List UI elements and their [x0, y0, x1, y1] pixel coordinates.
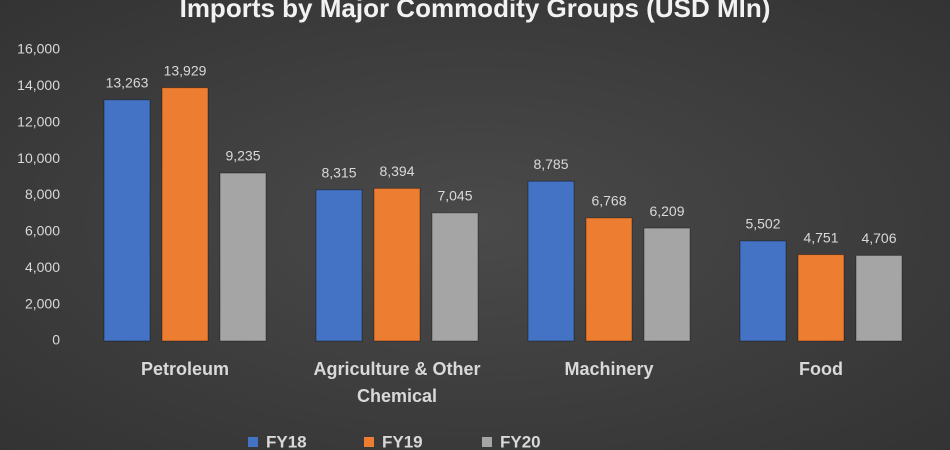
legend-swatch: [364, 437, 374, 447]
data-label: 5,502: [745, 216, 780, 232]
bar: [161, 87, 209, 342]
data-label: 4,751: [803, 229, 838, 245]
data-label: 7,045: [437, 188, 472, 204]
bar: [431, 212, 479, 342]
bar: [855, 254, 903, 342]
y-tick-label: 6,000: [25, 223, 60, 239]
bar: [585, 217, 633, 342]
data-label: 13,263: [106, 74, 149, 90]
y-tick-label: 12,000: [17, 113, 60, 129]
legend-label: FY19: [382, 432, 423, 450]
bar: [315, 189, 363, 342]
bar: [643, 227, 691, 342]
bar: [373, 187, 421, 342]
x-tick-label: Agriculture & Other Chemical: [313, 359, 481, 406]
legend-swatch: [482, 437, 492, 447]
bar: [797, 254, 845, 342]
y-tick-label: 8,000: [25, 186, 60, 202]
y-tick-label: 10,000: [17, 150, 60, 166]
x-tick-label: Petroleum: [140, 359, 230, 379]
bar: [739, 240, 787, 342]
bar: [527, 180, 575, 342]
data-label: 4,706: [861, 230, 896, 246]
y-tick-label: 4,000: [25, 259, 60, 275]
y-tick-label: 0: [52, 332, 60, 348]
legend-label: FY20: [500, 432, 541, 450]
legend-swatch: [248, 437, 258, 447]
data-label: 8,394: [379, 163, 414, 179]
data-label: 13,929: [164, 62, 207, 78]
y-tick-label: 2,000: [25, 295, 60, 311]
chart-title: Imports by Major Commodity Groups (USD M…: [180, 0, 771, 23]
data-label: 6,768: [591, 193, 626, 209]
x-tick-label: Food: [799, 359, 843, 379]
y-tick-label: 16,000: [17, 41, 60, 57]
legend-label: FY18: [266, 432, 307, 450]
x-tick-label: Machinery: [564, 359, 654, 379]
bar: [103, 99, 151, 342]
bar: [219, 172, 267, 342]
data-label: 8,785: [533, 156, 568, 172]
data-label: 8,315: [321, 164, 356, 180]
y-tick-label: 14,000: [17, 77, 60, 93]
data-label: 6,209: [649, 203, 684, 219]
data-label: 9,235: [225, 148, 260, 164]
